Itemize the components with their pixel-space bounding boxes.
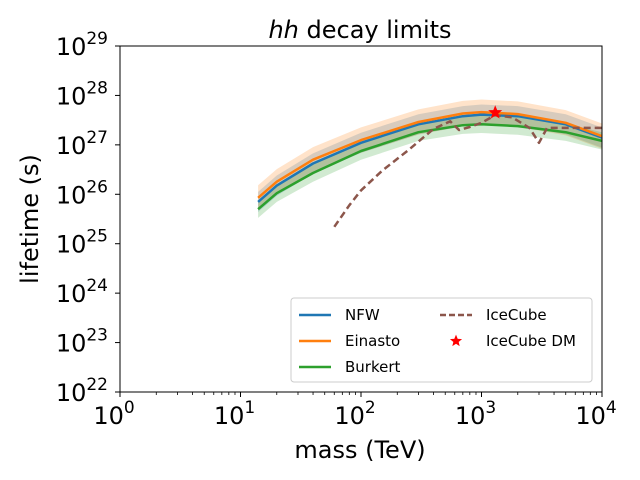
- legend-box: [290, 297, 593, 383]
- x-tick-label: 101: [214, 398, 255, 430]
- y-tick-label: 1022: [56, 375, 108, 407]
- series-line-einasto: [257, 110, 603, 199]
- data-markers: [488, 105, 503, 119]
- band-einasto: [258, 99, 602, 211]
- legend-label-burkert: Burkert: [345, 358, 401, 376]
- legend-label-icecube-dm: IceCube DM: [486, 332, 576, 350]
- series-lines: [257, 110, 603, 228]
- chart-title-italic: hh: [268, 16, 298, 44]
- chart-title: hh decay limits: [268, 16, 451, 44]
- series-line-nfw: [257, 113, 603, 203]
- legend-label-icecube: IceCube: [486, 306, 547, 324]
- y-axis-ticks: 1022 1023 1024 1025 1026 1027 1028 1029: [56, 29, 120, 407]
- x-tick-label: 104: [575, 398, 616, 430]
- x-tick-label: 103: [455, 398, 496, 430]
- marker-icecube-dm: [488, 105, 503, 119]
- y-tick-label: 1023: [56, 326, 108, 358]
- y-tick-label: 1029: [56, 29, 108, 61]
- legend-swatch-icecube-dm: [449, 334, 463, 347]
- y-tick-label: 1025: [56, 227, 108, 259]
- x-tick-label: 100: [93, 398, 134, 430]
- x-axis-ticks: 100 101 102 103 104: [93, 392, 617, 430]
- legend-label-einasto: Einasto: [345, 332, 400, 350]
- y-tick-label: 1024: [56, 276, 108, 308]
- chart-title-rest: decay limits: [299, 16, 452, 44]
- series-line-burkert: [257, 123, 603, 211]
- x-tick-label: 102: [334, 398, 375, 430]
- legend: NFW Einasto Burkert IceCube IceCube DM: [290, 297, 593, 383]
- y-tick-label: 1027: [56, 128, 108, 160]
- y-axis-label: lifetime (s): [16, 154, 44, 284]
- uncertainty-bands: [258, 99, 602, 218]
- y-tick-label: 1026: [56, 177, 108, 209]
- legend-label-nfw: NFW: [345, 306, 380, 324]
- x-axis-label: mass (TeV): [294, 436, 425, 464]
- y-tick-label: 1028: [56, 78, 108, 110]
